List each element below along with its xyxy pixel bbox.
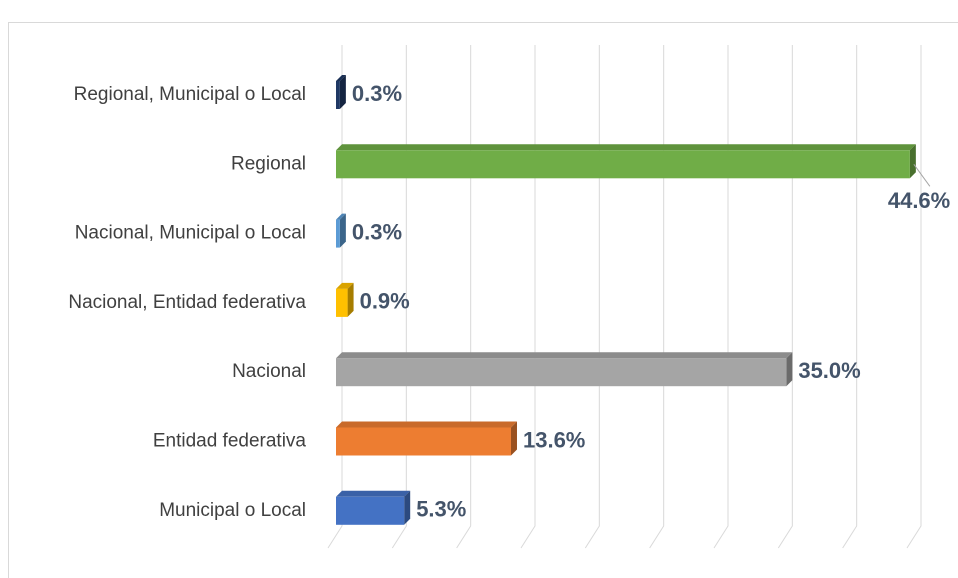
bar-side-face bbox=[339, 75, 346, 109]
label-leader bbox=[913, 164, 931, 187]
grid-line bbox=[906, 45, 922, 549]
value-label: 0.3% bbox=[352, 219, 402, 244]
bar-side-face bbox=[786, 352, 793, 387]
bar bbox=[336, 496, 405, 525]
grid-line bbox=[520, 45, 536, 549]
value-label: 0.9% bbox=[360, 289, 410, 314]
grid-line bbox=[713, 45, 729, 549]
value-label: 5.3% bbox=[416, 497, 466, 522]
bar-side-face bbox=[909, 144, 916, 179]
bar-side-face bbox=[339, 213, 346, 248]
bar bbox=[336, 358, 787, 387]
grid-line bbox=[327, 45, 343, 549]
bar-top-face bbox=[336, 282, 354, 289]
category-label: Nacional, Entidad federativa bbox=[68, 292, 306, 313]
chart-frame bbox=[8, 22, 958, 578]
bar bbox=[336, 219, 340, 248]
bar bbox=[336, 150, 910, 179]
grid-line bbox=[649, 45, 665, 549]
value-label: 0.3% bbox=[352, 81, 402, 106]
bar-top-face bbox=[336, 144, 916, 151]
category-label: Regional, Municipal o Local bbox=[74, 84, 306, 105]
bar bbox=[336, 288, 348, 317]
grid-line bbox=[456, 45, 472, 549]
grid-line bbox=[391, 45, 407, 549]
bar-top-face bbox=[336, 352, 793, 359]
bar-top-face bbox=[336, 213, 346, 220]
bar-top-face bbox=[336, 75, 346, 81]
category-label: Nacional, Municipal o Local bbox=[75, 223, 306, 244]
value-label: 13.6% bbox=[523, 427, 585, 452]
grid-line bbox=[842, 45, 858, 549]
bar-side-face bbox=[510, 421, 517, 456]
bar-side-face bbox=[404, 490, 411, 525]
bar-top-face bbox=[336, 490, 411, 497]
category-label: Entidad federativa bbox=[153, 431, 307, 452]
value-label: 35.0% bbox=[798, 358, 860, 383]
value-label: 44.6% bbox=[888, 188, 950, 213]
bar bbox=[336, 427, 511, 456]
category-label: Municipal o Local bbox=[159, 500, 306, 521]
category-label: Nacional bbox=[232, 361, 306, 382]
grid-line bbox=[584, 45, 600, 549]
bar-top-face bbox=[336, 421, 517, 428]
category-label: Regional bbox=[231, 153, 306, 174]
bar bbox=[336, 81, 340, 109]
bar-side-face bbox=[347, 282, 354, 317]
grid-line bbox=[777, 45, 793, 549]
